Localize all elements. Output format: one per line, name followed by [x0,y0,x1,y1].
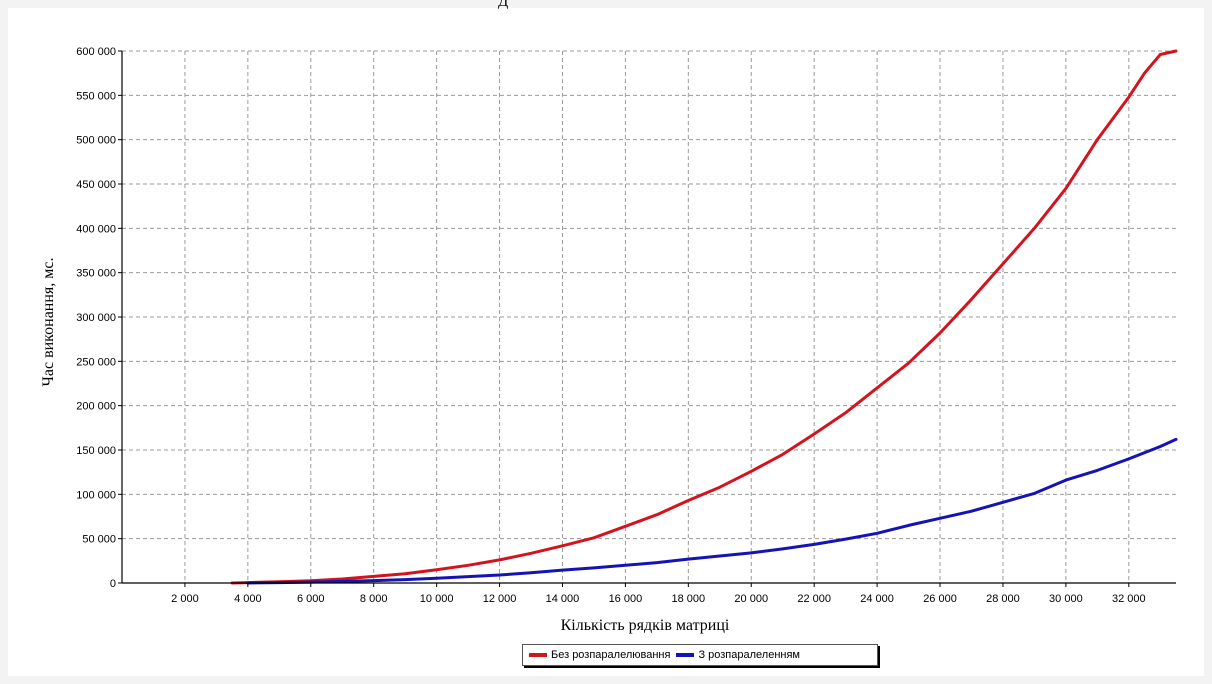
y-tick-label: 450 000 [76,179,116,191]
y-tick-label: 300 000 [76,312,116,324]
y-tick-label: 200 000 [76,401,116,413]
y-tick-label: 0 [110,578,116,590]
y-tick-label: 500 000 [76,135,116,147]
x-tick-label: 14 000 [546,593,580,605]
chart-frame: Д 2 000 4 000 6 000 8 000 10 000 12 000 14 000… [8,0,1204,676]
y-axis-title: Час виконання, мс. [40,257,57,386]
series-layer [230,49,1178,585]
x-tick-label: 12 000 [483,593,517,605]
x-tick-label: 20 000 [734,593,768,605]
legend: Без розпаралелювання З розпаралеленням [522,644,878,666]
x-tick-label: 32 000 [1112,593,1146,605]
legend-item-series-2: З розпаралеленням [676,649,800,661]
legend-label-series-1: Без розпаралелювання [551,649,671,661]
x-tick-label: 6 000 [297,593,325,605]
legend-swatch-series-1 [529,653,547,657]
x-tick-label: 22 000 [797,593,831,605]
top-caption: Д [498,0,509,10]
legend-item-series-1: Без розпаралелювання [529,649,670,661]
grid-layer [122,50,1176,584]
legend-swatch-series-2 [676,653,695,657]
y-tick-label: 250 000 [76,356,116,368]
x-tick-label: 26 000 [923,593,957,605]
x-tick-label: 2 000 [171,593,199,605]
x-tick-label: 30 000 [1049,593,1083,605]
y-tick-label: 150 000 [76,445,116,457]
line-chart: 2 000 4 000 6 000 8 000 10 000 12 000 14 000 16… [40,46,1178,634]
x-tick-label: 16 000 [609,593,643,605]
x-tick-label: 4 000 [234,593,262,605]
x-tick-label: 24 000 [860,593,894,605]
y-tick-label: 100 000 [76,489,116,501]
y-tick-label: 550 000 [76,90,116,102]
series-line-1 [230,49,1178,585]
x-tick-label: 10 000 [420,593,454,605]
y-tick-label: 350 000 [76,268,116,280]
y-tick-label: 50 000 [82,534,116,546]
series-line-2 [246,437,1178,585]
y-tick-label: 400 000 [76,223,116,235]
legend-label-series-2: З розпаралеленням [698,649,800,661]
ticks-layer: 2 000 4 000 6 000 8 000 10 000 12 000 14 000 16… [76,46,1145,605]
y-tick-label: 600 000 [76,46,116,58]
x-tick-label: 8 000 [360,593,388,605]
x-axis-title: Кількість рядків матриці [561,617,730,634]
x-tick-label: 18 000 [672,593,706,605]
x-tick-label: 28 000 [986,593,1020,605]
